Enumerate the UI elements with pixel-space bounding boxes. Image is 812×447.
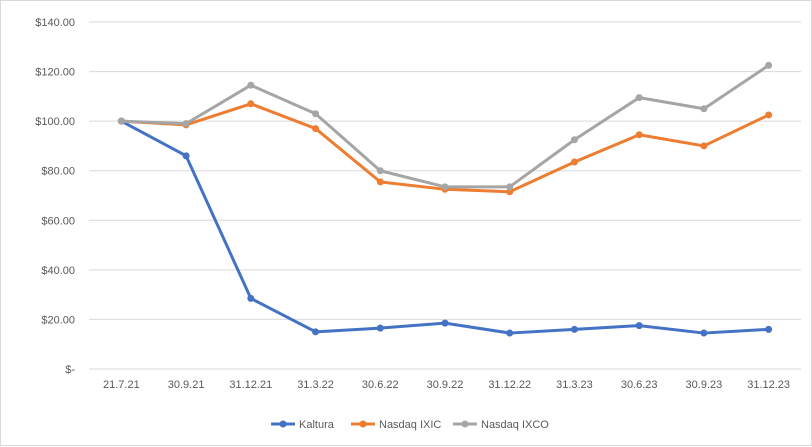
data-point: [570, 325, 578, 333]
x-tick-label: 21.7.21: [103, 379, 140, 391]
data-point: [182, 152, 190, 160]
legend: Kaltura Nasdaq IXIC Nasdaq IXCO: [271, 419, 549, 431]
legend-item: Kaltura: [271, 419, 335, 431]
data-point: [700, 329, 708, 337]
data-point: [312, 125, 320, 133]
data-point: [506, 188, 514, 196]
series-nasdaq-ixco: [117, 61, 773, 191]
series-nasdaq-ixic: [117, 100, 773, 196]
data-point: [765, 325, 773, 333]
series-kaltura: [117, 117, 773, 337]
y-tick-label: $100.00: [35, 116, 75, 128]
legend-label: Nasdaq IXCO: [481, 419, 549, 431]
y-tick-label: $120.00: [35, 67, 75, 79]
data-point: [441, 183, 449, 191]
data-point: [312, 328, 320, 336]
x-axis-tick-labels: 21.7.21 30.9.21 31.12.21 31.3.22 30.6.22 30.9…: [103, 379, 790, 391]
series-line: [119, 102, 771, 194]
y-tick-label: $60.00: [41, 215, 75, 227]
data-point: [635, 322, 643, 330]
x-tick-label: 31.3.23: [556, 379, 593, 391]
x-tick-label: 30.9.23: [686, 379, 723, 391]
data-point: [700, 105, 708, 113]
data-point: [441, 319, 449, 327]
data-point: [376, 167, 384, 175]
x-tick-label: 31.12.23: [747, 379, 790, 391]
data-point: [765, 61, 773, 69]
y-tick-label: $140.00: [35, 17, 75, 29]
data-point: [182, 120, 190, 128]
data-point: [247, 100, 255, 108]
x-tick-label: 30.9.21: [168, 379, 205, 391]
x-tick-label: 31.12.21: [229, 379, 272, 391]
legend-swatch-marker: [279, 420, 287, 428]
legend-label: Nasdaq IXIC: [379, 419, 441, 431]
legend-item: Nasdaq IXIC: [351, 419, 441, 431]
data-point: [700, 142, 708, 150]
legend-label: Kaltura: [299, 419, 335, 431]
x-tick-label: 30.9.22: [427, 379, 464, 391]
gridlines: [89, 21, 801, 370]
data-point: [247, 294, 255, 302]
legend-swatch-marker: [461, 420, 469, 428]
x-tick-label: 31.3.22: [297, 379, 334, 391]
data-point: [635, 94, 643, 102]
y-axis-tick-labels: $- $20.00 $40.00 $60.00 $80.00 $100.00 $120.00…: [35, 17, 75, 376]
y-tick-label: $40.00: [41, 265, 75, 277]
data-point: [570, 158, 578, 166]
data-point: [117, 117, 125, 125]
data-point: [247, 81, 255, 89]
x-tick-label: 30.6.22: [362, 379, 399, 391]
data-point: [635, 131, 643, 139]
data-point: [506, 183, 514, 191]
data-point: [765, 111, 773, 119]
legend-item: Nasdaq IXCO: [453, 419, 549, 431]
legend-swatch-marker: [359, 420, 367, 428]
data-point: [506, 329, 514, 337]
data-point: [312, 110, 320, 118]
y-tick-label: $-: [65, 364, 75, 376]
y-tick-label: $80.00: [41, 166, 75, 178]
series-line: [119, 63, 771, 189]
series-lines: [117, 61, 773, 337]
series-line: [119, 119, 771, 335]
data-point: [570, 136, 578, 144]
data-point: [376, 178, 384, 186]
x-tick-label: 31.12.22: [488, 379, 531, 391]
data-point: [376, 324, 384, 332]
x-tick-label: 30.6.23: [621, 379, 658, 391]
y-tick-label: $20.00: [41, 314, 75, 326]
